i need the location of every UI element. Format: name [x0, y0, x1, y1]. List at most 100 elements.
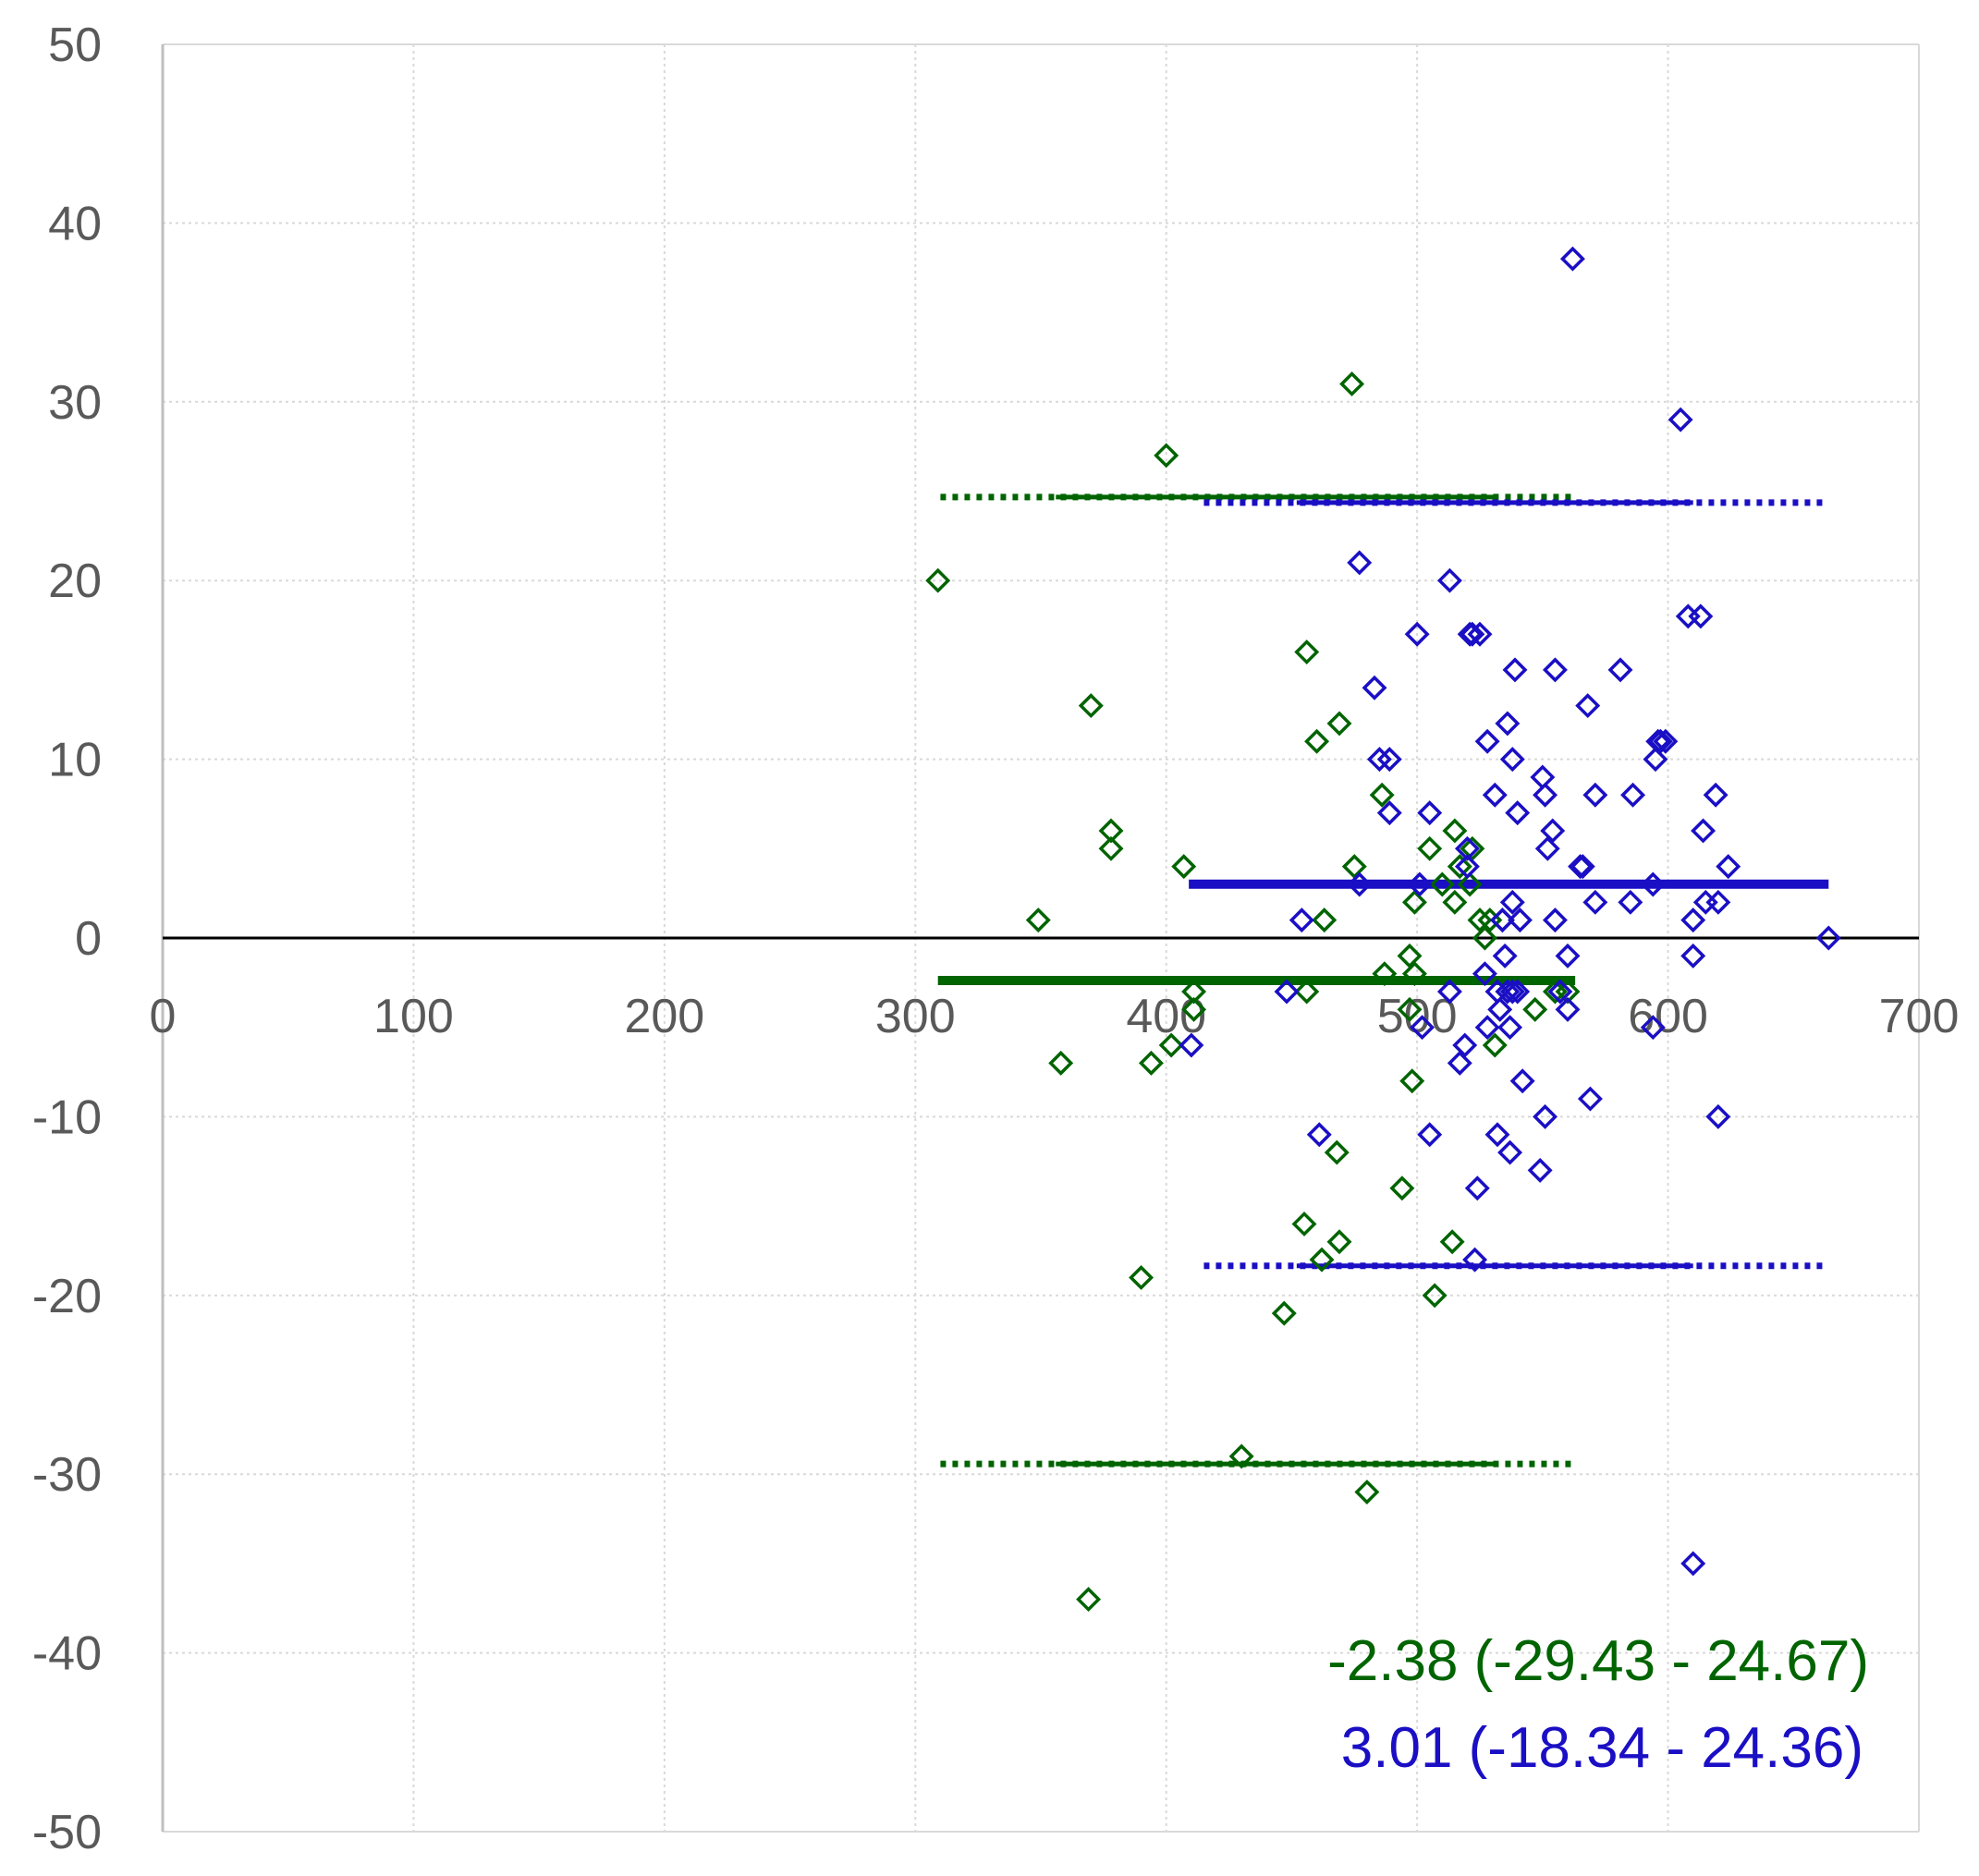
green-data-point: [1467, 908, 1493, 933]
axes: [161, 44, 1919, 1832]
blue-data-point: [1575, 693, 1601, 719]
green-data-point: [1399, 1068, 1425, 1094]
blue-data-point: [1582, 782, 1608, 808]
green-data-point: [1294, 979, 1320, 1005]
green-data-point: [1397, 943, 1423, 968]
blue-data-point: [1705, 1103, 1731, 1129]
blue-data-point: [1509, 1068, 1535, 1094]
blue-data-point: [1497, 1015, 1523, 1041]
blue-data-point: [1568, 854, 1594, 880]
green-data-point: [1271, 1300, 1297, 1326]
blue-data-point: [1497, 1139, 1523, 1165]
green-data-point: [1228, 1444, 1254, 1469]
blue-data-point: [1474, 728, 1500, 754]
green-data-point: [1048, 1050, 1074, 1076]
blue-data-point: [1653, 728, 1679, 754]
blue-data-point: [1454, 854, 1480, 880]
blue-data-point: [1404, 621, 1430, 647]
blue-data-point: [1436, 567, 1462, 593]
blue-data-point: [1289, 908, 1314, 933]
blue-data-point: [1274, 979, 1300, 1005]
green-data-point: [1312, 908, 1338, 933]
blue-data-point: [1680, 908, 1706, 933]
blue-data-point: [1691, 818, 1716, 844]
blue-data-point: [1643, 747, 1668, 773]
green-series-annotation: -2.38 (-29.43 - 24.67): [1327, 1629, 1869, 1693]
blue-data-point: [1495, 711, 1521, 737]
green-data-point: [1154, 443, 1179, 469]
y-tick-label: 30: [48, 376, 102, 430]
blue-data-point: [1533, 782, 1558, 808]
blue-data-point: [1502, 657, 1528, 683]
blue-data-point: [1555, 943, 1581, 968]
green-data-point: [925, 567, 951, 593]
y-tick-label: -10: [32, 1090, 102, 1144]
green-data-point: [1472, 925, 1497, 951]
green-data-point: [1326, 711, 1352, 737]
blue-data-point: [1366, 747, 1392, 773]
green-data-point: [1181, 996, 1207, 1022]
blue-data-point: [1410, 1015, 1435, 1041]
blue-data-point: [1680, 1551, 1706, 1577]
green-data-point: [1171, 854, 1197, 880]
blue-data-point: [1347, 550, 1373, 576]
blue-data-point: [1542, 908, 1568, 933]
green-data-point: [1304, 728, 1330, 754]
blue-data-point: [1505, 979, 1531, 1005]
green-data-point: [1078, 693, 1104, 719]
blue-data-point: [1495, 979, 1521, 1005]
blue-data-point: [1542, 657, 1568, 683]
blue-data-point: [1464, 1176, 1490, 1201]
green-data-point: [1522, 996, 1548, 1022]
blue-data-point: [1347, 871, 1373, 897]
green-data-point: [1389, 1176, 1415, 1201]
x-tick-label: 300: [875, 990, 956, 1043]
blue-data-point: [1607, 657, 1633, 683]
blue-data-point: [1555, 996, 1581, 1022]
green-data-point: [1401, 889, 1427, 915]
blue-data-point: [1640, 871, 1666, 897]
blue-data-point: [1457, 621, 1483, 647]
green-data-point: [1555, 979, 1581, 1005]
green-data-point: [1442, 889, 1468, 915]
x-tick-label: 600: [1628, 990, 1708, 1043]
blue-data-point: [1527, 1157, 1553, 1183]
green-data-point: [1291, 1211, 1317, 1236]
green-data-point: [1181, 979, 1207, 1005]
blue-data-point: [1460, 621, 1485, 647]
y-tick-label: 50: [48, 18, 102, 72]
tick-labels: 0 100 200 300 400 500 600 70050403020100-10-20-…: [32, 18, 1960, 1859]
green-data-point: [1309, 1247, 1335, 1273]
green-data-point: [1447, 854, 1472, 880]
blue-data-point: [1499, 889, 1525, 915]
blue-data-point: [1647, 728, 1673, 754]
blue-data-point: [1547, 979, 1573, 1005]
green-data-point: [1397, 996, 1423, 1022]
blue-data-point: [1484, 1122, 1510, 1148]
blue-data-point: [1472, 961, 1497, 987]
blue-data-point: [1492, 943, 1518, 968]
blue-data-point: [1815, 925, 1841, 951]
blue-data-point: [1559, 246, 1585, 272]
green-data-point: [1076, 1587, 1102, 1613]
blue-data-point: [1540, 818, 1566, 844]
y-tick-label: -40: [32, 1627, 102, 1681]
blue-data-point: [1452, 1032, 1478, 1058]
x-tick-label: 200: [624, 990, 704, 1043]
blue-data-point: [1376, 800, 1402, 826]
x-tick-label: 100: [373, 990, 454, 1043]
mean-and-limit-lines: [937, 493, 1829, 1468]
green-data-point: [1294, 640, 1320, 665]
blue-data-point: [1417, 800, 1443, 826]
green-data-point: [1457, 871, 1483, 897]
blue-data-point: [1716, 854, 1741, 880]
blue-data-point: [1499, 979, 1525, 1005]
blue-data-point: [1499, 747, 1525, 773]
blue-data-point: [1417, 1122, 1443, 1148]
green-data-point: [1138, 1050, 1164, 1076]
green-data-point: [1098, 818, 1124, 844]
y-tick-label: -50: [32, 1806, 102, 1859]
green-data-point: [1324, 1139, 1350, 1165]
green-data-point: [1439, 1229, 1465, 1255]
green-data-point: [1326, 1229, 1352, 1255]
